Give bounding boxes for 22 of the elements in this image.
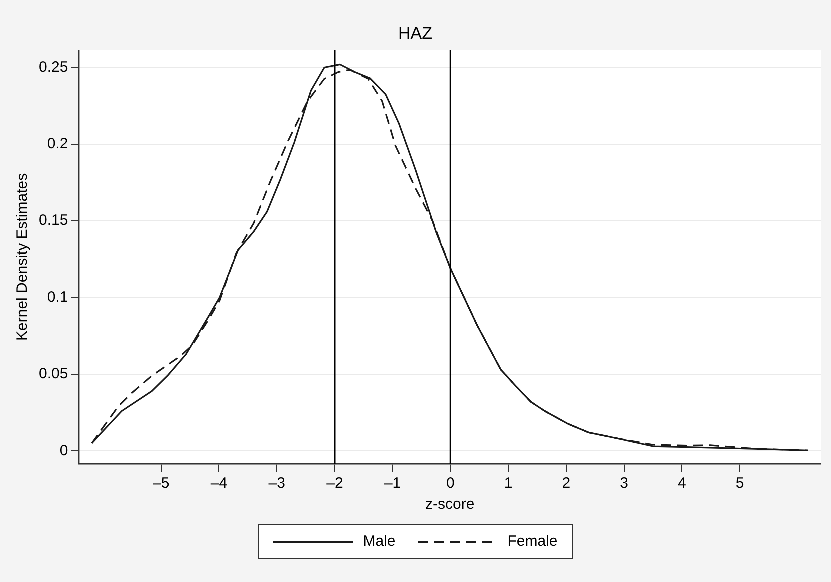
- y-tick-label: 0.2: [47, 136, 68, 153]
- y-tick-label: 0.25: [38, 58, 68, 76]
- legend-label: Female: [508, 533, 558, 550]
- chart-title: HAZ: [398, 24, 432, 43]
- y-tick-label: 0.1: [47, 288, 68, 306]
- x-tick-label: 3: [620, 475, 628, 492]
- x-tick-label: 1: [504, 475, 513, 492]
- legend-label: Male: [363, 533, 396, 550]
- y-axis-title: Kernel Density Estimates: [14, 173, 32, 341]
- x-tick-label: 4: [678, 475, 686, 492]
- y-tick-label: 0.05: [38, 366, 68, 383]
- x-tick-label: –4: [210, 475, 228, 492]
- x-tick-label: 0: [446, 475, 455, 492]
- x-tick-label: –3: [268, 475, 286, 492]
- x-tick-label: 5: [736, 475, 744, 492]
- y-tick-label: 0.15: [38, 212, 68, 230]
- x-tick-label: –1: [384, 475, 402, 492]
- x-tick-label: 2: [562, 475, 571, 492]
- x-tick-label: –2: [326, 475, 344, 492]
- y-tick-label: 0: [60, 442, 68, 460]
- x-axis-title: z-score: [426, 496, 475, 514]
- x-tick-label: –5: [153, 475, 170, 492]
